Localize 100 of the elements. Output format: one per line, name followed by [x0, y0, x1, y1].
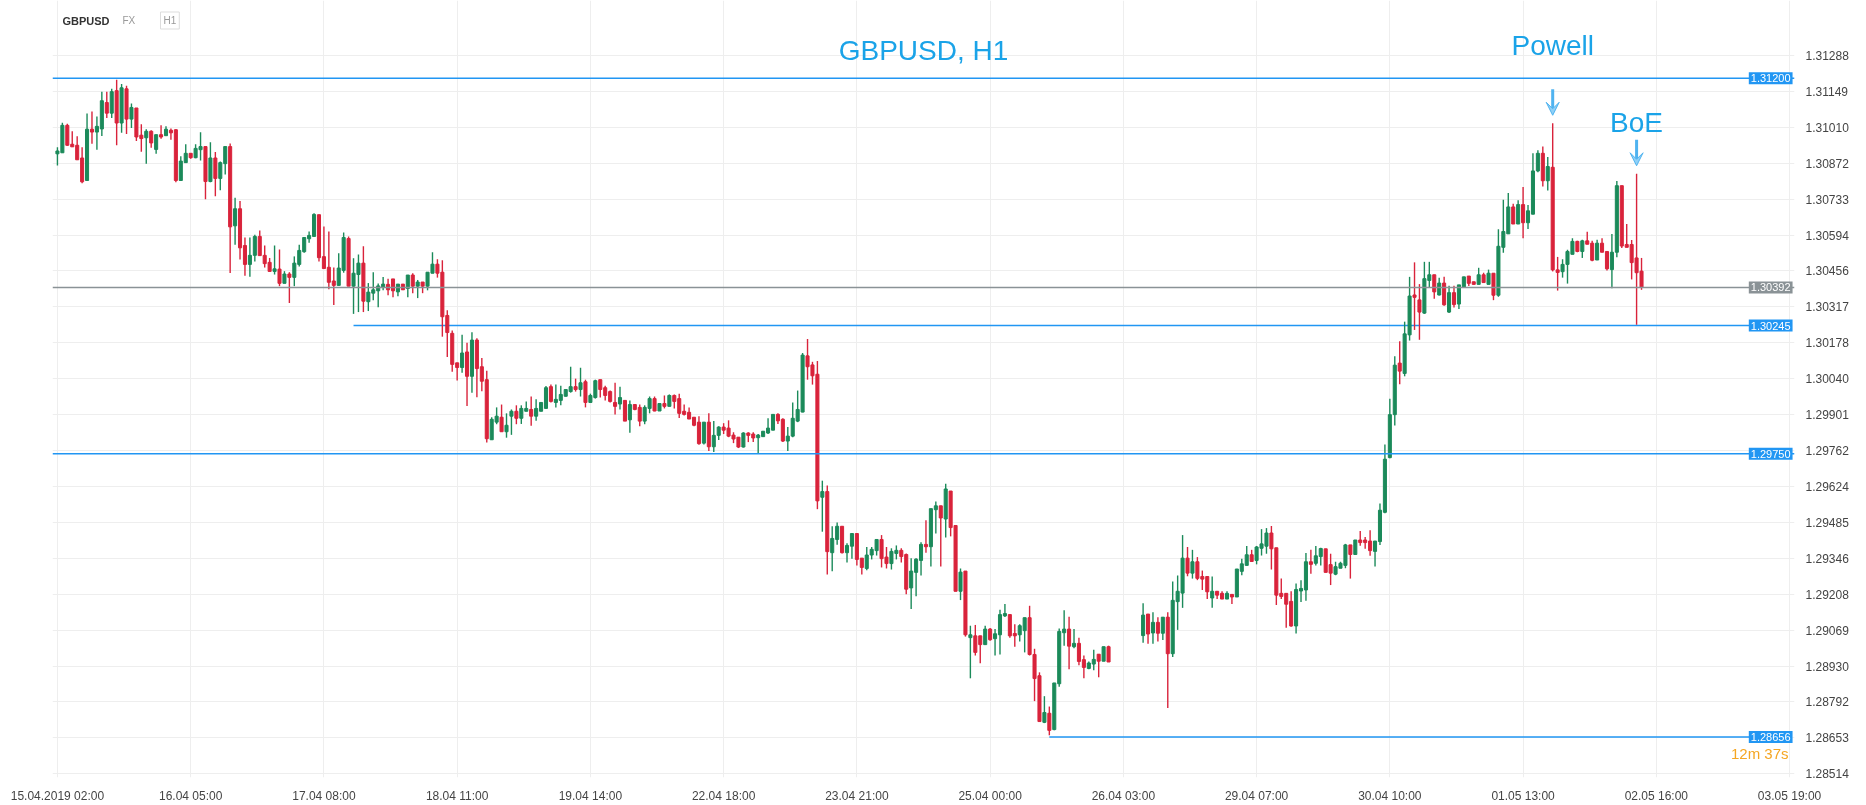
candlestick	[923, 519, 928, 554]
candlestick	[1067, 615, 1072, 670]
candlestick	[213, 151, 218, 197]
candlestick	[637, 403, 642, 427]
y-tick-label: 1.30040	[1805, 372, 1850, 387]
candlestick	[65, 123, 70, 147]
candlestick	[1160, 616, 1165, 641]
candlestick	[109, 88, 114, 119]
candlestick	[1096, 653, 1101, 678]
candlestick	[696, 415, 701, 446]
candlestick	[1071, 628, 1077, 649]
candlestick	[849, 532, 854, 560]
candlestick	[568, 366, 573, 394]
annotation: H1	[163, 15, 177, 26]
candlestick	[519, 404, 524, 425]
candlestick	[1491, 272, 1496, 301]
candlestick	[529, 395, 534, 427]
y-tick-label: 1.31288	[1805, 48, 1850, 63]
y-tick-label: 1.30317	[1805, 300, 1850, 315]
candlestick	[973, 624, 978, 657]
y-tick-label: 1.28930	[1805, 659, 1850, 674]
candlestick	[460, 334, 465, 374]
candlestick	[159, 124, 164, 140]
candlestick	[534, 398, 539, 422]
x-tick-label: 22.04 18:00	[691, 788, 756, 803]
candlestick	[287, 271, 292, 304]
y-tick-label: 1.29069	[1805, 623, 1850, 638]
candlestick	[331, 266, 336, 306]
candlestick	[405, 274, 410, 299]
candlestick	[499, 403, 504, 433]
annotation: 1.30245	[1750, 319, 1791, 332]
x-tick-label: 15.04.2019 02:00	[10, 788, 105, 803]
candlestick	[1516, 199, 1521, 225]
y-tick-label: 1.29624	[1805, 479, 1850, 494]
candlestick	[233, 197, 238, 246]
candlestick	[756, 433, 761, 454]
y-tick-label: 1.31149	[1805, 84, 1849, 99]
x-tick-label: 17.04 08:00	[292, 788, 356, 803]
y-tick-label: 1.28514	[1805, 767, 1850, 782]
candlestick	[1511, 203, 1516, 225]
candlestick	[997, 608, 1003, 656]
x-tick-label: 23.04 21:00	[825, 788, 889, 803]
annotation: 1.28656	[1750, 731, 1791, 744]
candlestick	[509, 408, 514, 436]
ref-line-label: 1.31200	[1750, 72, 1791, 85]
annotation: Powell	[1511, 30, 1594, 62]
candlestick	[1417, 283, 1422, 341]
candlestick	[415, 279, 420, 299]
candlestick	[622, 399, 627, 422]
candlestick	[514, 404, 519, 425]
x-tick-label: 01.05 13:00	[1491, 788, 1556, 803]
y-tick-label: 1.30178	[1805, 336, 1850, 351]
y-tick-label: 1.29901	[1805, 408, 1850, 423]
candlestick	[252, 233, 257, 263]
candlestick	[938, 505, 943, 568]
y-tick-label: 1.28653	[1805, 731, 1850, 746]
y-tick-label: 1.30456	[1805, 264, 1850, 279]
candlestick	[1545, 156, 1550, 192]
y-tick-label: 1.30594	[1805, 228, 1850, 243]
candlestick	[543, 385, 549, 410]
x-tick-label: 25.04 00:00	[958, 788, 1023, 803]
candlestick	[583, 378, 588, 409]
candlestick	[1155, 616, 1160, 643]
y-tick-label: 1.31010	[1805, 120, 1850, 135]
candlestick	[1195, 556, 1200, 581]
candlestick	[1595, 239, 1600, 261]
candlestick	[1521, 186, 1526, 239]
candlestick	[1348, 544, 1353, 580]
candlestick	[1451, 284, 1457, 309]
candlestick	[968, 625, 973, 679]
y-tick-label: 1.28792	[1805, 695, 1850, 710]
candlestick	[909, 557, 914, 610]
text: GBPUSD, H1	[838, 35, 1009, 66]
candlestick	[617, 385, 623, 411]
candlestick	[277, 248, 282, 287]
candlestick	[410, 272, 415, 294]
y-tick-label: 1.29208	[1805, 587, 1850, 602]
candlestick	[208, 141, 213, 184]
candlestick	[504, 412, 509, 439]
candlestick	[1397, 340, 1402, 386]
candlestick	[390, 278, 396, 299]
candlestick	[1432, 274, 1437, 300]
candlestick	[1141, 602, 1146, 644]
candlestick	[366, 282, 371, 312]
candlestick	[1022, 617, 1027, 654]
candlestick	[1412, 261, 1417, 331]
candlestick	[820, 479, 825, 533]
candlestick	[1442, 276, 1447, 307]
candlestick	[1185, 546, 1190, 577]
x-tick-label: 16.04 05:00	[158, 788, 223, 803]
annotation: GBPUSD	[62, 14, 110, 27]
candlestick	[1042, 695, 1047, 724]
candlestick	[1150, 611, 1155, 645]
x-tick-label: 18.04 11:00	[425, 788, 489, 803]
candlestick	[1146, 613, 1151, 645]
candlestick	[144, 128, 149, 165]
y-tick-label: 1.30872	[1805, 156, 1850, 171]
candlestick	[104, 90, 109, 119]
x-tick-label: 19.04 14:00	[558, 788, 623, 803]
y-tick-label: 1.29346	[1805, 551, 1850, 566]
